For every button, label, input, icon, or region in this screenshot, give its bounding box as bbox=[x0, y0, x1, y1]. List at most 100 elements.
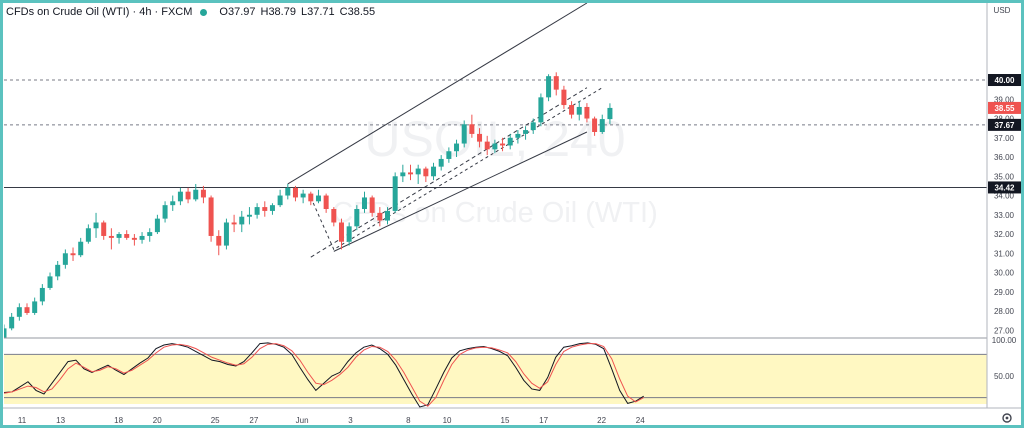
candle[interactable] bbox=[170, 195, 176, 211]
price-badges: 40.00 38.55 37.67 34.42 bbox=[988, 74, 1021, 194]
candle[interactable] bbox=[147, 228, 153, 242]
time-tick-label: 20 bbox=[153, 416, 162, 425]
candle[interactable] bbox=[438, 155, 444, 171]
candle[interactable] bbox=[477, 128, 483, 148]
candle[interactable] bbox=[32, 297, 38, 315]
candle[interactable] bbox=[231, 214, 237, 233]
candle[interactable] bbox=[62, 249, 68, 269]
channel-line-lower[interactable] bbox=[333, 131, 588, 252]
candle[interactable] bbox=[216, 230, 222, 256]
candle[interactable] bbox=[208, 195, 214, 242]
candle[interactable] bbox=[185, 187, 191, 204]
candle[interactable] bbox=[446, 147, 452, 163]
candle[interactable] bbox=[569, 101, 575, 119]
time-tick-label: 13 bbox=[56, 416, 65, 425]
channel-line-upper[interactable] bbox=[287, 3, 588, 185]
zigzag-line[interactable] bbox=[310, 87, 603, 251]
candle[interactable] bbox=[277, 189, 283, 208]
candle[interactable] bbox=[415, 164, 421, 184]
candle[interactable] bbox=[431, 162, 437, 181]
candle[interactable] bbox=[55, 260, 61, 281]
stochastic-d-line[interactable] bbox=[4, 343, 644, 407]
settings-icon[interactable] bbox=[1002, 413, 1012, 423]
candle[interactable] bbox=[369, 195, 375, 217]
candle[interactable] bbox=[154, 214, 160, 235]
candle[interactable] bbox=[469, 114, 475, 138]
candle[interactable] bbox=[9, 312, 15, 331]
candle[interactable] bbox=[607, 103, 613, 125]
candle[interactable] bbox=[70, 247, 76, 261]
svg-text:38.55: 38.55 bbox=[994, 104, 1015, 113]
candle[interactable] bbox=[78, 237, 84, 258]
candle[interactable] bbox=[315, 189, 321, 204]
candle[interactable] bbox=[408, 164, 414, 181]
candle[interactable] bbox=[308, 191, 314, 206]
candle[interactable] bbox=[139, 232, 145, 244]
candle[interactable] bbox=[546, 74, 552, 102]
candle[interactable] bbox=[2, 324, 7, 340]
candle[interactable] bbox=[239, 210, 245, 233]
candle[interactable] bbox=[292, 185, 298, 202]
candle[interactable] bbox=[24, 303, 30, 315]
candle[interactable] bbox=[392, 172, 398, 213]
candle[interactable] bbox=[262, 201, 268, 217]
candle[interactable] bbox=[338, 218, 344, 250]
candle[interactable] bbox=[116, 232, 122, 244]
candle[interactable] bbox=[177, 187, 183, 206]
candle[interactable] bbox=[561, 85, 567, 109]
time-tick-label: Jun bbox=[296, 416, 309, 425]
candle[interactable] bbox=[361, 191, 367, 213]
candle[interactable] bbox=[515, 130, 521, 144]
price-line-badge: 34.42 bbox=[988, 181, 1021, 194]
candle[interactable] bbox=[354, 205, 360, 231]
candle[interactable] bbox=[530, 118, 536, 134]
candle[interactable] bbox=[108, 228, 114, 250]
candle[interactable] bbox=[553, 72, 559, 96]
candle[interactable] bbox=[576, 101, 582, 121]
candle[interactable] bbox=[346, 222, 352, 246]
candle[interactable] bbox=[500, 137, 506, 152]
candle[interactable] bbox=[16, 303, 22, 321]
candle[interactable] bbox=[331, 207, 337, 227]
symbol-title[interactable]: CFDs on Crude Oil (WTI) · 4h · FXCM bbox=[6, 6, 193, 18]
candle[interactable] bbox=[93, 212, 99, 238]
candle[interactable] bbox=[461, 120, 467, 148]
candle[interactable] bbox=[323, 193, 329, 213]
candle[interactable] bbox=[300, 189, 306, 204]
candle[interactable] bbox=[492, 139, 498, 154]
candle[interactable] bbox=[85, 224, 91, 244]
time-tick-label: 17 bbox=[539, 416, 548, 425]
candle[interactable] bbox=[131, 234, 137, 246]
candle[interactable] bbox=[223, 218, 229, 250]
stochastic-lines bbox=[4, 342, 987, 408]
candle[interactable] bbox=[385, 207, 390, 225]
candle[interactable] bbox=[592, 116, 598, 136]
candle[interactable] bbox=[507, 133, 513, 150]
candle[interactable] bbox=[124, 230, 130, 240]
candle[interactable] bbox=[423, 166, 429, 183]
candle[interactable] bbox=[254, 203, 260, 219]
price-tick-label: 36.00 bbox=[994, 153, 1015, 162]
watermark-symbol: USOIL, 240 bbox=[364, 111, 625, 167]
candle[interactable] bbox=[484, 135, 490, 156]
candle[interactable] bbox=[162, 201, 168, 223]
candle[interactable] bbox=[584, 103, 590, 123]
candle[interactable] bbox=[47, 272, 53, 290]
candle[interactable] bbox=[599, 114, 605, 134]
candle[interactable] bbox=[246, 207, 252, 225]
candle[interactable] bbox=[454, 139, 460, 158]
candle[interactable] bbox=[200, 185, 206, 204]
time-axis[interactable]: 11 13 18 20 25 27 Jun 3 8 10 15 17 22 24 bbox=[18, 416, 645, 425]
candle[interactable] bbox=[285, 183, 291, 200]
candle[interactable] bbox=[39, 284, 45, 306]
candle[interactable] bbox=[193, 183, 199, 202]
candle[interactable] bbox=[538, 93, 544, 127]
price-tick-label: 37.00 bbox=[994, 134, 1015, 143]
candle[interactable] bbox=[377, 207, 383, 227]
candle[interactable] bbox=[101, 220, 107, 240]
candle[interactable] bbox=[269, 203, 275, 215]
candle[interactable] bbox=[400, 164, 406, 183]
candle[interactable] bbox=[523, 126, 529, 140]
time-tick-label: 10 bbox=[443, 416, 452, 425]
